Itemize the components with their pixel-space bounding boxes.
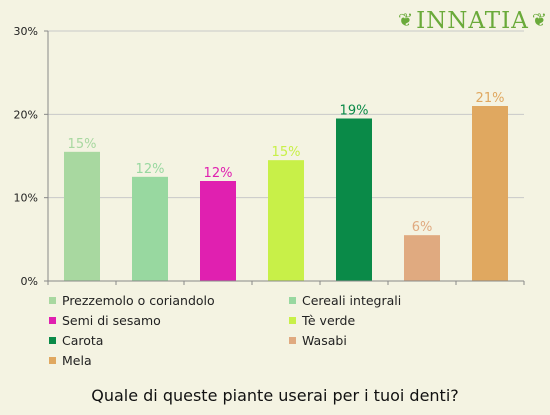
legend-label: Semi di sesamo	[62, 313, 161, 328]
bar[interactable]	[132, 176, 168, 281]
bar-value-label: 12%	[204, 166, 233, 181]
y-tick-label: 30%	[14, 25, 38, 38]
y-tick-label: 0%	[21, 275, 38, 288]
y-tick-label: 20%	[14, 108, 38, 121]
legend-swatch	[289, 337, 296, 344]
legend-item: Carota	[48, 332, 288, 349]
bar-value-label: 19%	[340, 104, 369, 119]
axes	[47, 31, 525, 285]
legend-swatch	[49, 317, 56, 324]
legend-swatch	[49, 297, 56, 304]
poll-question: Quale di queste piante userai per i tuoi…	[91, 386, 459, 405]
legend-swatch	[49, 357, 56, 364]
bar-value-label: 12%	[136, 162, 165, 177]
bar-value-label: 15%	[272, 145, 301, 160]
bars	[64, 106, 508, 281]
leaf-right-icon: ❦	[531, 10, 547, 31]
legend-label: Mela	[62, 353, 92, 368]
legend-swatch	[49, 337, 56, 344]
legend-item: Tè verde	[288, 312, 528, 329]
bar[interactable]	[336, 118, 372, 282]
legend-item: Prezzemolo o coriandolo	[48, 292, 288, 309]
bar-value-label: 6%	[412, 220, 433, 235]
legend-label: Cereali integrali	[302, 293, 402, 308]
bar-value-label: 21%	[476, 91, 505, 106]
bar[interactable]	[472, 106, 508, 281]
legend: Prezzemolo o coriandolo Cereali integrali…	[48, 292, 528, 369]
logo-text: INNATIA	[416, 8, 529, 34]
legend-label: Tè verde	[302, 313, 356, 328]
legend-item: Wasabi	[288, 332, 528, 349]
innatia-logo[interactable]: ❦ INNATIA ❦	[398, 5, 547, 37]
y-tick-label: 10%	[14, 192, 38, 205]
legend-label: Prezzemolo o coriandolo	[62, 293, 215, 308]
legend-item: Semi di sesamo	[48, 312, 288, 329]
bar-value-label: 15%	[68, 137, 97, 152]
bar[interactable]	[268, 160, 304, 281]
leaf-left-icon: ❦	[398, 10, 414, 31]
bar-chart: 0% 10% 20% 30% 15% 12% 12% 15% 19% 6% 21%	[14, 25, 525, 288]
bar[interactable]	[64, 151, 100, 281]
y-axis-ticks: 0% 10% 20% 30%	[14, 25, 48, 288]
legend-item: Mela	[48, 352, 288, 369]
legend-swatch	[289, 297, 296, 304]
data-labels: 15% 12% 12% 15% 19% 6% 21%	[68, 91, 505, 235]
legend-label: Wasabi	[302, 333, 347, 348]
bar[interactable]	[404, 235, 440, 281]
legend-item: Cereali integrali	[288, 292, 528, 309]
bar[interactable]	[200, 181, 236, 281]
legend-swatch	[289, 317, 296, 324]
legend-label: Carota	[62, 333, 104, 348]
